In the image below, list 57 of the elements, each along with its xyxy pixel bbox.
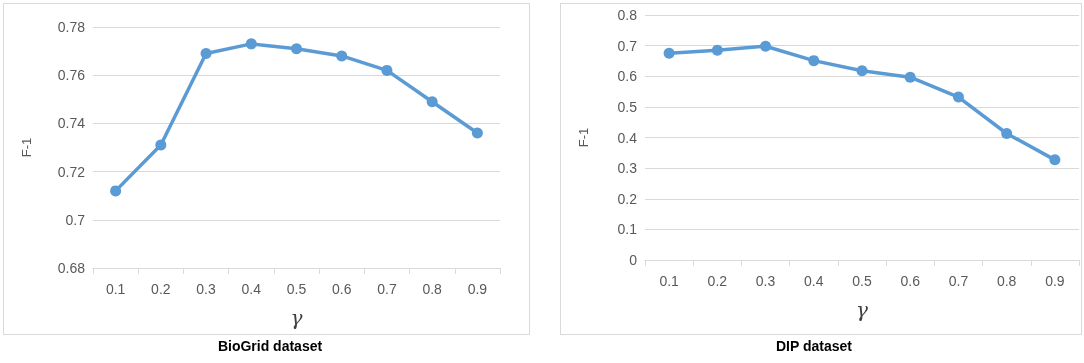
point xyxy=(808,55,820,67)
y-axis-title: F-1 xyxy=(19,137,34,158)
point xyxy=(711,44,723,56)
x-tick-label: 0.8 xyxy=(996,273,1017,289)
x-tick-label: 0.5 xyxy=(852,273,872,289)
x-tick-label: 0.7 xyxy=(377,281,397,297)
y-tick-label: 0.74 xyxy=(57,115,86,132)
x-tick-label: 0.6 xyxy=(331,281,352,297)
x-tick-label: 0.8 xyxy=(422,281,443,297)
y-axis-title: F-1 xyxy=(576,127,591,148)
x-tick-label: 0.1 xyxy=(659,273,680,289)
y-tick-label: 0.7 xyxy=(65,211,86,228)
point xyxy=(291,43,302,55)
y-tick-label: 0.76 xyxy=(57,67,86,84)
point xyxy=(110,185,122,197)
x-tick-label: 0.9 xyxy=(1045,273,1065,289)
x-tick-label: 0.5 xyxy=(286,281,307,297)
point xyxy=(336,50,348,62)
y-tick-label: 0.72 xyxy=(57,163,86,180)
x-tick-label: 0.7 xyxy=(948,273,969,289)
x-tick-label: 0.6 xyxy=(900,273,921,289)
point xyxy=(381,64,393,76)
x-axis-title: γ xyxy=(290,306,303,330)
y-tick-label: 0.78 xyxy=(57,19,86,35)
x-tick-label: 0.3 xyxy=(755,273,776,289)
point xyxy=(856,65,868,77)
x-tick-label: 0.2 xyxy=(151,281,171,297)
point xyxy=(471,127,483,139)
y-tick-label: 0.4 xyxy=(617,129,638,146)
point xyxy=(760,40,772,52)
text: DIP dataset xyxy=(776,338,853,354)
point xyxy=(426,96,438,108)
y-tick-label: 0.5 xyxy=(617,98,638,115)
point xyxy=(663,47,675,59)
x-axis-title: γ xyxy=(856,298,869,322)
point xyxy=(200,48,212,60)
point xyxy=(904,71,916,83)
y-tick-label: 0.1 xyxy=(617,221,638,238)
x-tick-label: 0.4 xyxy=(241,281,262,297)
point xyxy=(1049,154,1061,166)
point xyxy=(1001,128,1013,140)
point xyxy=(952,91,964,103)
y-tick-label: 0.68 xyxy=(57,260,86,276)
x-tick-label: 0.9 xyxy=(467,281,488,297)
text: BioGrid dataset xyxy=(217,338,323,354)
x-tick-label: 0.3 xyxy=(196,281,216,297)
y-tick-label: 0.7 xyxy=(617,37,638,54)
y-tick-label: 0.2 xyxy=(617,190,638,207)
x-tick-label: 0.1 xyxy=(105,281,126,297)
x-tick-label: 0.4 xyxy=(804,273,824,289)
y-tick-label: 0.6 xyxy=(617,68,638,85)
y-tick-label: 0.3 xyxy=(617,160,638,177)
point xyxy=(155,139,167,151)
x-tick-label: 0.2 xyxy=(707,273,728,289)
point xyxy=(245,38,257,50)
y-tick-label: 0 xyxy=(629,252,638,268)
y-tick-label: 0.8 xyxy=(617,7,638,23)
